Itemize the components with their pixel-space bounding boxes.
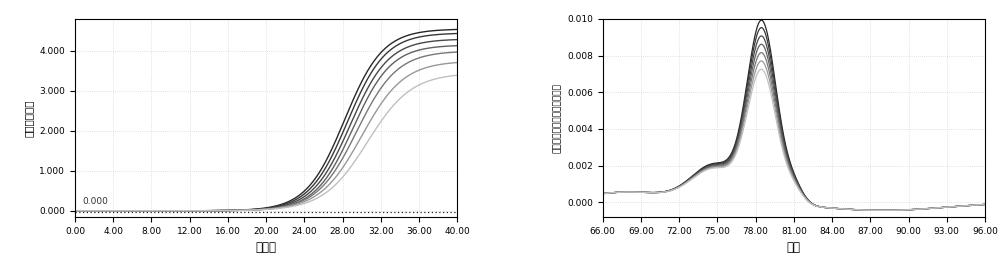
X-axis label: 循环数: 循环数 bbox=[256, 241, 277, 254]
X-axis label: 温度: 温度 bbox=[787, 241, 801, 254]
Text: 0.000: 0.000 bbox=[83, 197, 109, 206]
Y-axis label: 温度与荧光强度变化率的导数: 温度与荧光强度变化率的导数 bbox=[552, 83, 561, 153]
Y-axis label: 荧光信号强度: 荧光信号强度 bbox=[24, 99, 34, 137]
